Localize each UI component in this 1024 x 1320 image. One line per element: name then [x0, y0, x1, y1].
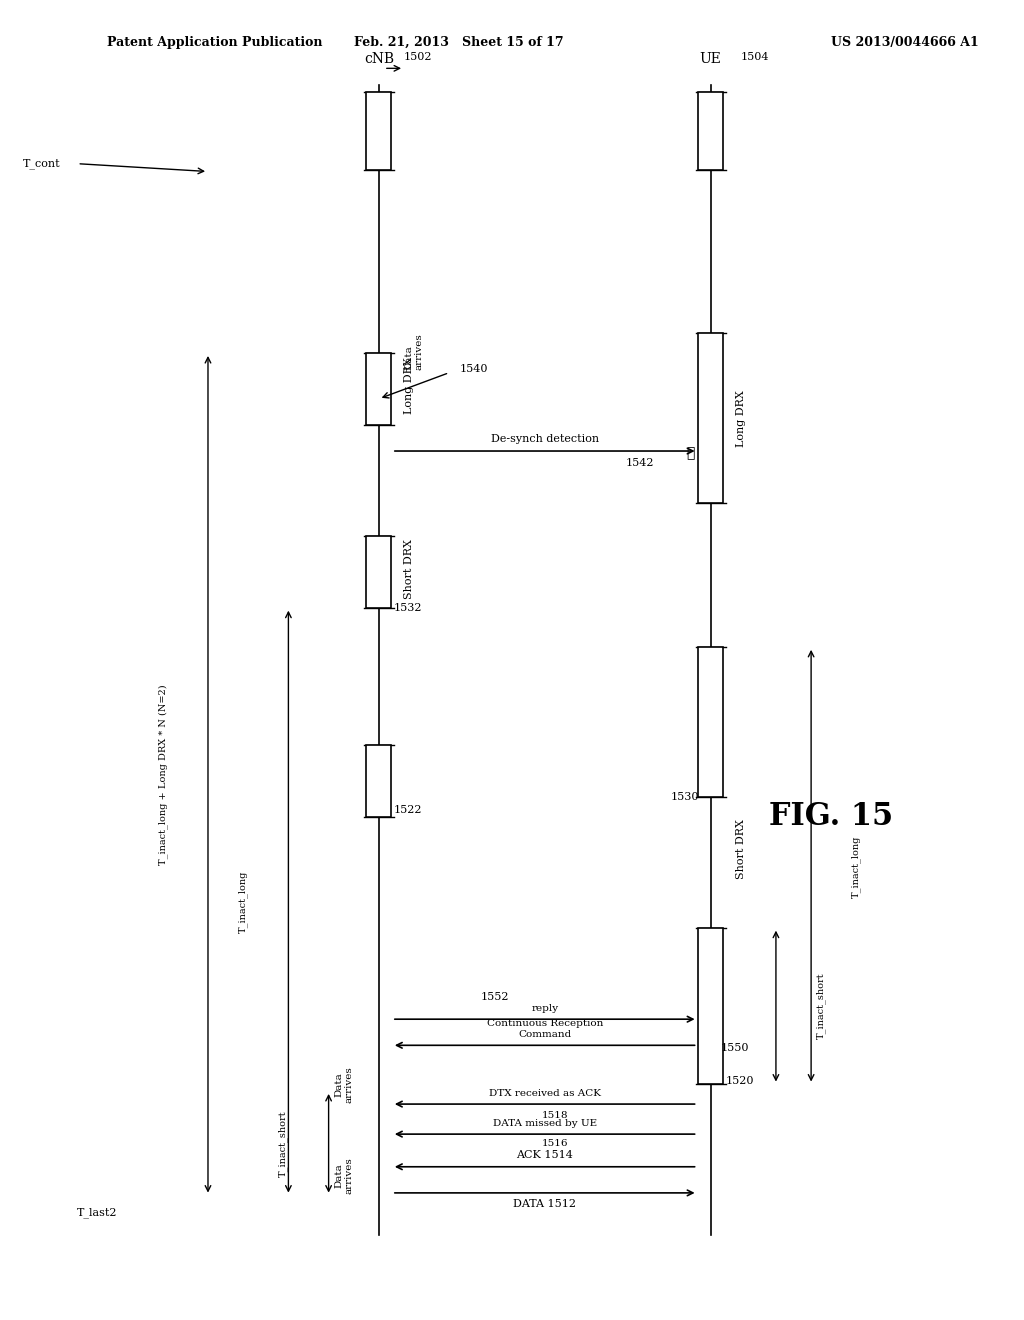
Bar	[367, 536, 391, 607]
Text: 1516: 1516	[542, 1139, 568, 1148]
Text: Patent Application Publication: Patent Application Publication	[108, 36, 323, 49]
Text: T_last2: T_last2	[77, 1206, 118, 1218]
Text: 1540: 1540	[460, 364, 487, 374]
Bar	[367, 352, 391, 425]
Bar	[367, 92, 391, 170]
Bar	[367, 744, 391, 817]
Text: T_inact_long + Long DRX * N (N=2): T_inact_long + Long DRX * N (N=2)	[158, 685, 168, 865]
Text: Continuous Reception
Command: Continuous Reception Command	[486, 1019, 603, 1039]
Bar	[698, 647, 723, 797]
Text: 1520: 1520	[726, 1076, 754, 1085]
Text: 1504: 1504	[740, 51, 769, 62]
Text: 1518: 1518	[542, 1110, 568, 1119]
Text: 1532: 1532	[394, 603, 423, 612]
Text: Long DRX: Long DRX	[404, 358, 414, 414]
Text: Short DRX: Short DRX	[404, 539, 414, 598]
Bar	[698, 92, 723, 170]
Text: Data
arrives: Data arrives	[334, 1067, 353, 1104]
Text: 1522: 1522	[394, 805, 423, 816]
Text: ACK 1514: ACK 1514	[516, 1150, 573, 1160]
Text: Long DRX: Long DRX	[735, 389, 745, 446]
Text: ✗: ✗	[686, 446, 694, 461]
Text: T_inact_short: T_inact_short	[279, 1110, 288, 1176]
Text: T_inact_long: T_inact_long	[852, 836, 861, 898]
Text: Feb. 21, 2013   Sheet 15 of 17: Feb. 21, 2013 Sheet 15 of 17	[354, 36, 564, 49]
Text: 1502: 1502	[404, 51, 432, 62]
Text: T_cont: T_cont	[24, 158, 61, 169]
Text: T_inact_short: T_inact_short	[816, 973, 826, 1039]
Text: 1552: 1552	[480, 993, 509, 1002]
Text: DATA 1512: DATA 1512	[513, 1200, 577, 1209]
Text: Data
arrives: Data arrives	[334, 1158, 353, 1195]
Text: Data
arrives: Data arrives	[404, 334, 423, 370]
Text: UE: UE	[699, 51, 722, 66]
Text: FIG. 15: FIG. 15	[769, 801, 893, 832]
Text: DATA missed by UE: DATA missed by UE	[493, 1118, 597, 1127]
Bar	[698, 334, 723, 503]
Text: De-synch detection: De-synch detection	[490, 434, 599, 445]
Text: US 2013/0044666 A1: US 2013/0044666 A1	[831, 36, 979, 49]
Text: Short DRX: Short DRX	[735, 820, 745, 879]
Text: 1542: 1542	[625, 458, 653, 467]
Text: 1530: 1530	[671, 792, 699, 803]
Text: 1550: 1550	[721, 1043, 750, 1053]
Text: reply: reply	[531, 1003, 558, 1012]
Text: T_inact_long: T_inact_long	[239, 870, 248, 933]
Bar	[698, 928, 723, 1085]
Text: DTX received as ACK: DTX received as ACK	[488, 1089, 601, 1097]
Text: cNB: cNB	[364, 51, 394, 66]
